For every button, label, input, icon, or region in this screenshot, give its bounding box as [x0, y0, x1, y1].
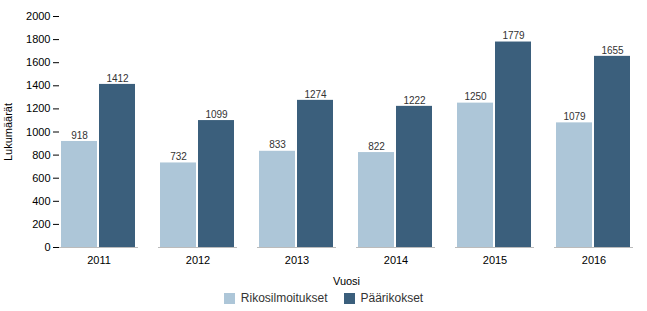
svg-text:2016: 2016 [582, 254, 606, 266]
svg-text:400: 400 [32, 195, 50, 207]
svg-text:1412: 1412 [106, 73, 129, 84]
svg-text:1600: 1600 [26, 56, 50, 68]
svg-text:2000: 2000 [26, 10, 50, 22]
svg-text:1222: 1222 [403, 95, 426, 106]
svg-text:1779: 1779 [502, 30, 525, 41]
svg-text:732: 732 [170, 151, 187, 162]
svg-text:918: 918 [71, 130, 88, 141]
svg-text:200: 200 [32, 218, 50, 230]
svg-text:Lukumäärät: Lukumäärät [2, 103, 14, 161]
svg-text:800: 800 [32, 149, 50, 161]
svg-text:1099: 1099 [205, 109, 228, 120]
svg-text:1655: 1655 [601, 45, 624, 56]
svg-text:1274: 1274 [304, 89, 327, 100]
svg-text:1000: 1000 [26, 126, 50, 138]
svg-text:822: 822 [368, 141, 385, 152]
svg-text:1200: 1200 [26, 102, 50, 114]
svg-text:833: 833 [269, 139, 286, 150]
svg-text:2011: 2011 [87, 254, 111, 266]
svg-text:1250: 1250 [464, 91, 487, 102]
svg-text:Vuosi: Vuosi [333, 275, 360, 287]
svg-text:600: 600 [32, 172, 50, 184]
svg-text:1079: 1079 [563, 111, 586, 122]
svg-text:0: 0 [44, 241, 50, 253]
svg-text:1800: 1800 [26, 33, 50, 45]
svg-text:1400: 1400 [26, 79, 50, 91]
svg-text:2015: 2015 [483, 254, 507, 266]
html-text:Päärikokset: Päärikokset [360, 291, 424, 305]
svg-text:2013: 2013 [285, 254, 309, 266]
svg-text:2014: 2014 [384, 254, 408, 266]
svg-text:2012: 2012 [186, 254, 210, 266]
html-text:Rikosilmoitukset: Rikosilmoitukset [240, 291, 328, 305]
